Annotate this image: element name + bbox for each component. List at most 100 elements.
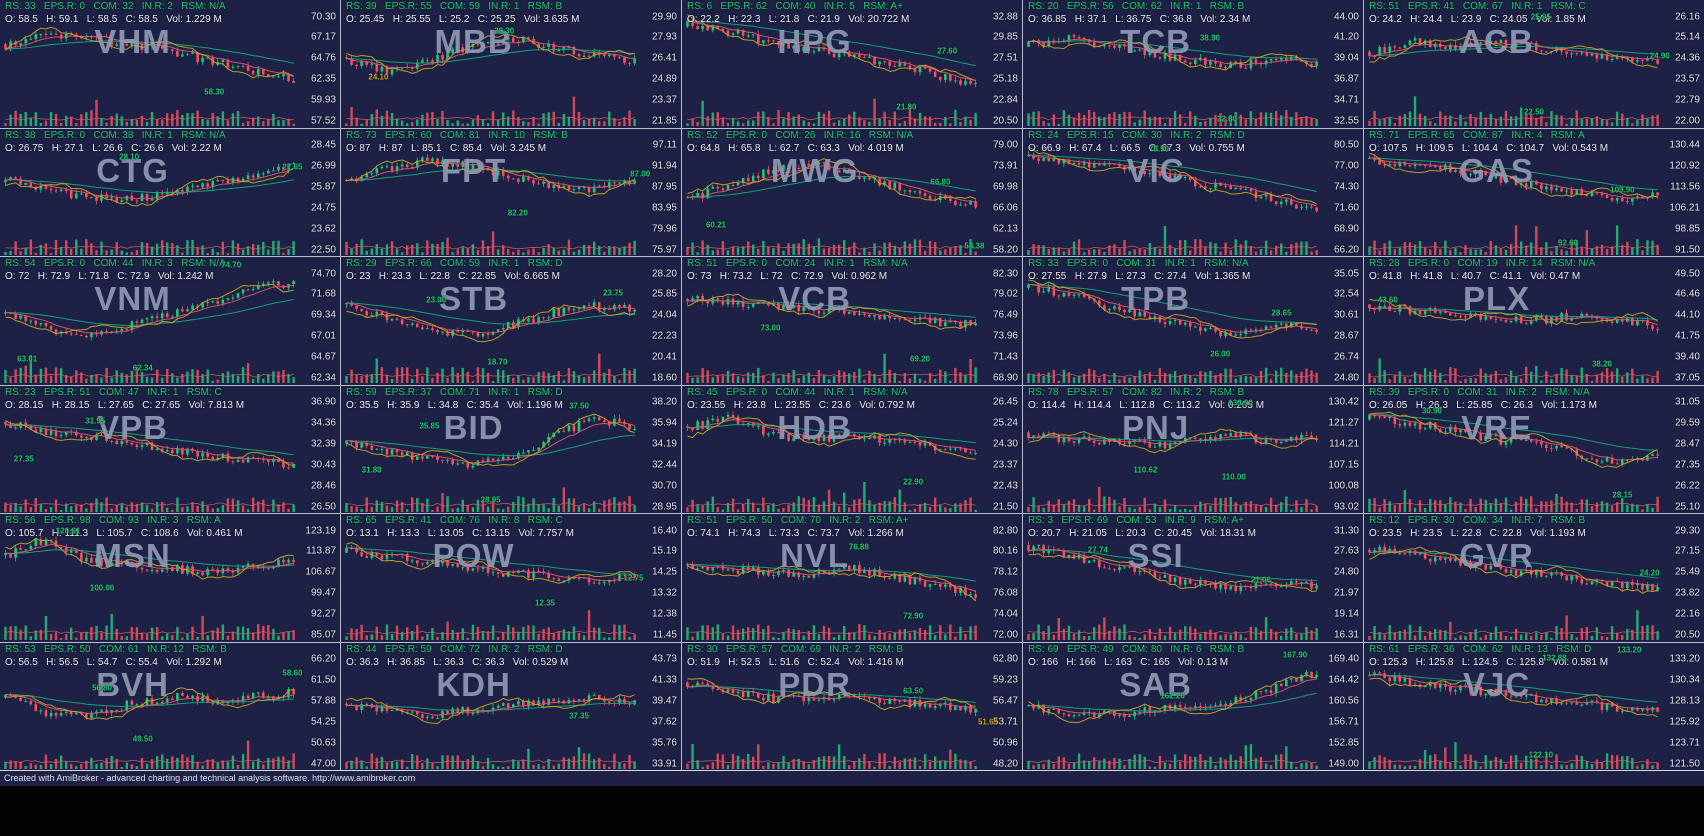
ohlc-stats-line: O: 24.2 H: 24.4 L: 23.9 C: 24.05 Vol: 1.… bbox=[1369, 14, 1586, 25]
axis-label: 28.45 bbox=[310, 139, 336, 151]
chart-panel-HDB[interactable]: HDB RS: 45 EPS.R: 0 COM: 44 IN.R: 1 RSM: … bbox=[682, 385, 1022, 513]
ohlc-stats-line: O: 27.55 H: 27.9 L: 27.3 C: 27.4 Vol: 1.… bbox=[1028, 271, 1251, 282]
ticker-watermark: VHM bbox=[94, 23, 171, 61]
axis-label: 54.25 bbox=[310, 716, 336, 728]
chart-panel-VJC[interactable]: VJC RS: 61 EPS.R: 36 COM: 62 IN.R: 13 RSM… bbox=[1364, 642, 1704, 770]
chart-panel-ACB[interactable]: ACB RS: 51 EPS.R: 41 COM: 67 IN.R: 1 RSM:… bbox=[1364, 0, 1704, 128]
price-annotation: 38.20 bbox=[1591, 359, 1613, 369]
chart-panel-MWG[interactable]: MWG RS: 52 EPS.R: 0 COM: 26 IN.R: 16 RSM:… bbox=[682, 128, 1022, 256]
indicator-stats-line: RS: 52 EPS.R: 0 COM: 26 IN.R: 16 RSM: N/… bbox=[687, 129, 914, 141]
indicator-stats-line: RS: 59 EPS.R: 37 COM: 71 IN.R: 1 RSM: D bbox=[346, 386, 563, 398]
axis-label: 87.95 bbox=[651, 181, 677, 193]
ticker-watermark: KDH bbox=[436, 665, 511, 703]
ohlc-stats-line: O: 41.8 H: 41.8 L: 40.7 C: 41.1 Vol: 0.4… bbox=[1369, 271, 1581, 282]
chart-panel-STB[interactable]: STB RS: 29 EPS.R: 66 COM: 59 IN.R: 1 RSM:… bbox=[341, 257, 681, 385]
chart-panel-PLX[interactable]: PLX RS: 28 EPS.R: 0 COM: 19 IN.R: 14 RSM:… bbox=[1364, 257, 1704, 385]
chart-panel-GVR[interactable]: GVR RS: 12 EPS.R: 30 COM: 34 IN.R: 7 RSM:… bbox=[1364, 514, 1704, 642]
axis-label: 69.34 bbox=[310, 309, 336, 321]
indicator-stats-line: RS: 33 EPS.R: 0 COM: 31 IN.R: 1 RSM: N/A bbox=[1028, 258, 1249, 269]
axis-label: 49.50 bbox=[1674, 268, 1700, 280]
candlestick-plot bbox=[686, 157, 977, 255]
axis-label: 82.30 bbox=[992, 268, 1018, 280]
axis-label: 28.67 bbox=[1333, 330, 1359, 342]
chart-panel-FPT[interactable]: FPT RS: 73 EPS.R: 60 COM: 81 IN.R: 10 RSM… bbox=[341, 128, 681, 256]
ohlc-stats-line: O: 58.5 H: 59.1 L: 58.5 C: 58.5 Vol: 1.2… bbox=[5, 14, 222, 25]
candlestick-plot bbox=[1027, 427, 1318, 512]
axis-label: 121.27 bbox=[1328, 417, 1359, 429]
chart-panel-TCB[interactable]: TCB RS: 20 EPS.R: 56 COM: 62 IN.R: 1 RSM:… bbox=[1023, 0, 1363, 128]
chart-panel-TPB[interactable]: TPB RS: 33 EPS.R: 0 COM: 31 IN.R: 1 RSM: … bbox=[1023, 257, 1363, 385]
chart-panel-GAS[interactable]: GAS RS: 71 EPS.R: 65 COM: 87 IN.R: 4 RSM:… bbox=[1364, 128, 1704, 256]
chart-panel-VPB[interactable]: VPB RS: 23 EPS.R: 51 COM: 47 IN.R: 1 RSM:… bbox=[0, 385, 340, 513]
ticker-watermark: GVR bbox=[1459, 537, 1534, 575]
ohlc-stats-line: O: 23.5 H: 23.5 L: 22.8 C: 22.8 Vol: 1.1… bbox=[1369, 528, 1586, 539]
chart-panel-MSN[interactable]: MSN RS: 56 EPS.R: 98 COM: 93 IN.R: 3 RSM:… bbox=[0, 514, 340, 642]
chart-panel-MBB[interactable]: MBB RS: 39 EPS.R: 55 COM: 59 IN.R: 1 RSM:… bbox=[341, 0, 681, 128]
price-annotation: 109.90 bbox=[1610, 185, 1635, 195]
axis-label: 169.40 bbox=[1328, 653, 1359, 665]
chart-panel-CTG[interactable]: CTG RS: 38 EPS.R: 0 COM: 38 IN.R: 1 RSM: … bbox=[0, 128, 340, 256]
ohlc-stats-line: O: 26.75 H: 27.1 L: 26.6 C: 26.6 Vol: 2.… bbox=[5, 142, 222, 154]
axis-label: 38.20 bbox=[651, 396, 677, 408]
axis-label: 26.74 bbox=[1333, 351, 1359, 363]
axis-label: 23.37 bbox=[651, 94, 677, 106]
axis-label: 113.87 bbox=[306, 545, 336, 557]
axis-label: 123.71 bbox=[1669, 737, 1700, 749]
axis-label: 26.45 bbox=[992, 396, 1018, 408]
chart-panel-SAB[interactable]: SAB RS: 69 EPS.R: 49 COM: 80 IN.R: 6 RSM:… bbox=[1023, 642, 1363, 770]
indicator-stats-line: RS: 3 EPS.R: 69 COM: 53 IN.R: 9 RSM: A+ bbox=[1028, 515, 1244, 526]
ticker-watermark: BVH bbox=[96, 665, 169, 703]
axis-label: 24.30 bbox=[992, 438, 1018, 450]
price-annotation: 35.85 bbox=[419, 421, 440, 431]
axis-label: 39.40 bbox=[1674, 351, 1700, 363]
price-annotation: 66.80 bbox=[930, 177, 951, 187]
chart-panel-PNJ[interactable]: PNJ RS: 78 EPS.R: 57 COM: 82 IN.R: 2 RSM:… bbox=[1023, 385, 1363, 513]
chart-panel-HPG[interactable]: HPG RS: 6 EPS.R: 62 COM: 40 IN.R: 5 RSM: … bbox=[682, 0, 1022, 128]
price-annotation: 73.00 bbox=[760, 323, 781, 333]
ticker-watermark: VPB bbox=[97, 408, 169, 446]
axis-label: 20.50 bbox=[992, 115, 1018, 127]
axis-label: 44.00 bbox=[1333, 11, 1359, 23]
chart-panel-NVL[interactable]: NVL RS: 51 EPS.R: 50 COM: 70 IN.R: 2 RSM:… bbox=[682, 514, 1022, 642]
axis-label: 13.32 bbox=[651, 587, 677, 599]
chart-panel-VHM[interactable]: VHM RS: 33 EPS.R: 0 COM: 32 IN.R: 2 RSM: … bbox=[0, 0, 340, 128]
axis-label: 24.89 bbox=[651, 73, 677, 85]
candlestick-plot bbox=[345, 542, 636, 641]
axis-label: 75.97 bbox=[651, 244, 677, 256]
ticker-watermark: NVL bbox=[780, 537, 850, 575]
chart-panel-VCB[interactable]: VCB RS: 51 EPS.R: 0 COM: 24 IN.R: 1 RSM: … bbox=[682, 257, 1022, 385]
axis-label: 69.98 bbox=[992, 181, 1018, 193]
candlestick-plot bbox=[1368, 411, 1659, 512]
price-annotation: 31.80 bbox=[361, 465, 382, 475]
ticker-watermark: MBB bbox=[434, 23, 513, 61]
chart-panel-VRE[interactable]: VRE RS: 39 EPS.R: 0 COM: 31 IN.R: 2 RSM: … bbox=[1364, 385, 1704, 513]
price-annotation: 58.38 bbox=[964, 241, 985, 251]
price-annotation: 92.60 bbox=[1557, 238, 1579, 248]
chart-panel-VIC[interactable]: VIC RS: 24 EPS.R: 15 COM: 30 IN.R: 2 RSM:… bbox=[1023, 128, 1363, 256]
chart-panel-PDR[interactable]: PDR RS: 30 EPS.R: 57 COM: 69 IN.R: 2 RSM:… bbox=[682, 642, 1022, 770]
price-annotation: 49.50 bbox=[132, 734, 153, 744]
axis-label: 35.94 bbox=[651, 417, 677, 429]
axis-label: 62.80 bbox=[992, 653, 1018, 665]
chart-panel-KDH[interactable]: KDH RS: 44 EPS.R: 59 COM: 72 IN.R: 2 RSM:… bbox=[341, 642, 681, 770]
axis-label: 22.79 bbox=[1674, 94, 1700, 106]
chart-panel-BID[interactable]: BID RS: 59 EPS.R: 37 COM: 71 IN.R: 1 RSM:… bbox=[341, 385, 681, 513]
chart-panel-VNM[interactable]: VNM RS: 54 EPS.R: 0 COM: 44 IN.R: 3 RSM: … bbox=[0, 257, 340, 385]
indicator-stats-line: RS: 44 EPS.R: 59 COM: 72 IN.R: 2 RSM: D bbox=[346, 643, 563, 655]
axis-label: 27.63 bbox=[1333, 545, 1359, 557]
indicator-stats-line: RS: 69 EPS.R: 49 COM: 80 IN.R: 6 RSM: B bbox=[1028, 643, 1245, 655]
candlestick-plot bbox=[4, 26, 295, 127]
chart-panel-BVH[interactable]: BVH RS: 53 EPS.R: 50 COM: 61 IN.R: 12 RSM… bbox=[0, 642, 340, 770]
chart-panel-SSI[interactable]: SSI RS: 3 EPS.R: 69 COM: 53 IN.R: 9 RSM: … bbox=[1023, 514, 1363, 642]
footer-credit: Created with AmiBroker - advanced charti… bbox=[4, 773, 416, 783]
chart-panel-POW[interactable]: POW RS: 65 EPS.R: 41 COM: 76 IN.R: 8 RSM:… bbox=[341, 514, 681, 642]
ticker-watermark: HDB bbox=[777, 408, 852, 446]
candlestick-plot bbox=[1027, 145, 1318, 255]
price-annotation: 72.90 bbox=[903, 611, 924, 621]
axis-label: 39.47 bbox=[651, 695, 677, 707]
axis-label: 67.01 bbox=[310, 330, 336, 342]
ticker-watermark: ACB bbox=[1459, 23, 1534, 61]
price-annotation: 63.01 bbox=[17, 354, 38, 364]
axis-label: 14.25 bbox=[651, 566, 677, 578]
ticker-watermark: FPT bbox=[440, 151, 507, 189]
